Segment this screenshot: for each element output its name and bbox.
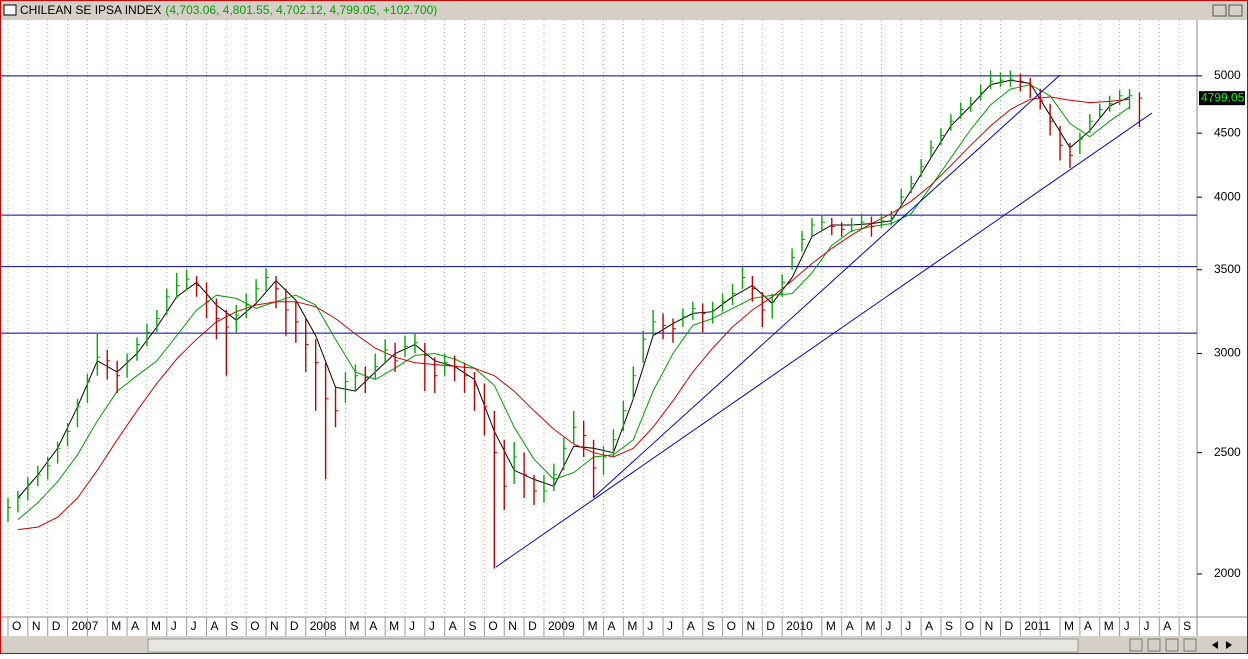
x-tick-label: S (1183, 619, 1191, 633)
y-tick-label: 3500 (1214, 262, 1241, 276)
y-tick-label: 3000 (1214, 346, 1241, 360)
last-price-label: 4799.05 (1201, 90, 1245, 104)
restore-button[interactable] (1212, 4, 1227, 17)
moving-average (17, 79, 1130, 499)
x-tick-label: S (707, 619, 715, 633)
zoom-button[interactable] (1165, 638, 1179, 652)
x-tick-label: O (488, 619, 497, 633)
window-icon (3, 4, 17, 16)
x-tick-label: A (608, 619, 616, 633)
x-tick-label: J (429, 619, 435, 633)
trend-line (593, 74, 1061, 498)
close-button[interactable] (1228, 4, 1243, 17)
x-tick-label: N (270, 619, 279, 633)
zoom-button[interactable] (1147, 638, 1161, 652)
x-tick-label: M (627, 619, 637, 633)
x-tick-label: J (1124, 619, 1130, 633)
trend-line (495, 112, 1153, 568)
x-tick-label: A (1084, 619, 1092, 633)
plot-area: O N D 2007 M A M J J A S O N D 2008 M A M J J A S O N D 2009 M A M J J… (0, 20, 1241, 636)
zoom-button[interactable] (1129, 638, 1143, 652)
x-tick-label: J (171, 619, 177, 633)
x-tick-label: J (647, 619, 653, 633)
scrollbar[interactable] (147, 638, 1079, 653)
x-tick-label: O (250, 619, 259, 633)
last-price-box (1199, 91, 1245, 106)
zoom-button[interactable] (1183, 638, 1197, 652)
x-tick-label: D (1005, 619, 1014, 633)
x-tick-label: A (925, 619, 933, 633)
x-tick-label: D (766, 619, 775, 633)
x-tick-label: N (32, 619, 41, 633)
x-tick-label: J (409, 619, 415, 633)
x-tick-label: N (985, 619, 994, 633)
x-tick-label: D (528, 619, 537, 633)
x-tick-label: M (389, 619, 399, 633)
x-tick-label: M (826, 619, 836, 633)
x-tick-label: 2009 (548, 619, 575, 633)
x-tick-label: O (12, 619, 21, 633)
x-tick-label: 2007 (72, 619, 99, 633)
y-tick-label: 2000 (1214, 566, 1241, 580)
x-tick-label: O (965, 619, 974, 633)
x-tick-label: N (746, 619, 755, 633)
x-tick-label: M (588, 619, 598, 633)
title-bar (0, 0, 1248, 20)
x-tick-label: 2010 (786, 619, 813, 633)
x-tick-label: J (191, 619, 197, 633)
x-tick-label: A (449, 619, 457, 633)
x-tick-label: M (111, 619, 121, 633)
x-tick-label: 2011 (1024, 619, 1050, 633)
y-tick-label: 5000 (1214, 68, 1241, 82)
scroll-arrows[interactable] (1212, 641, 1232, 649)
x-tick-label: A (369, 619, 377, 633)
x-tick-label: 2008 (310, 619, 337, 633)
x-tick-label: A (211, 619, 219, 633)
x-tick-label: M (151, 619, 161, 633)
x-tick-label: M (1104, 619, 1114, 633)
x-tick-label: D (290, 619, 299, 633)
x-tick-label: S (230, 619, 238, 633)
x-tick-label: D (52, 619, 61, 633)
y-tick-label: 2500 (1214, 445, 1241, 459)
x-tick-label: J (667, 619, 673, 633)
y-tick-label: 4000 (1214, 189, 1241, 203)
x-tick-label: O (727, 619, 736, 633)
x-tick-label: S (945, 619, 953, 633)
x-tick-label: J (885, 619, 891, 633)
x-tick-label: M (866, 619, 876, 633)
x-tick-label: M (349, 619, 359, 633)
y-tick-label: 4500 (1214, 125, 1241, 139)
window-title: CHILEAN SE IPSA INDEX (20, 3, 161, 17)
x-tick-label: A (687, 619, 695, 633)
x-tick-label: J (905, 619, 911, 633)
x-tick-label: A (846, 619, 854, 633)
x-tick-label: S (469, 619, 477, 633)
moving-average (17, 84, 1130, 521)
quote: (4,703.06, 4,801.55, 4,702.12, 4,799.05,… (165, 3, 437, 17)
x-tick-label: A (131, 619, 139, 633)
x-tick-label: M (1064, 619, 1074, 633)
x-tick-label: A (1163, 619, 1171, 633)
x-tick-label: J (1143, 619, 1149, 633)
x-tick-label: N (508, 619, 517, 633)
